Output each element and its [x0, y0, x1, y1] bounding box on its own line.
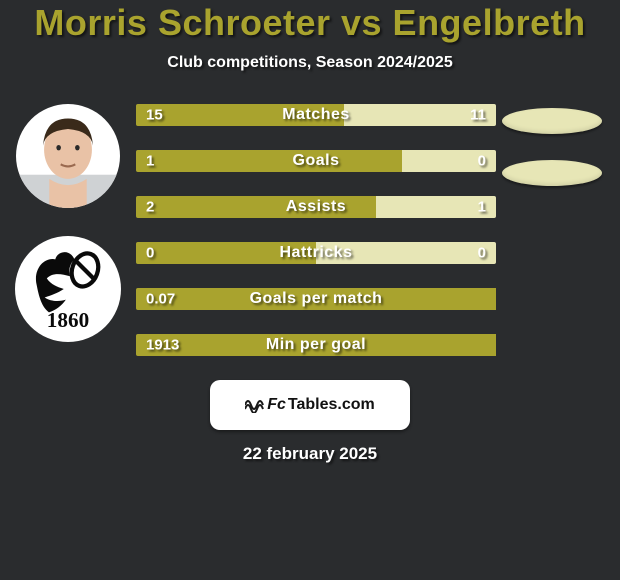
stat-bars: Matches1511 Goals10 Assists21 Hattricks00 Go…	[136, 104, 496, 356]
player-ellipse-right-2	[502, 160, 602, 186]
bar-left-fill	[136, 288, 496, 310]
bar-left-fill	[136, 242, 316, 264]
infographic-root: Morris Schroeter vs Engelbreth Club comp…	[0, 0, 620, 580]
brand-suffix: Tables.com	[288, 396, 375, 414]
bar-left-fill	[136, 150, 402, 172]
brand-logo: FcTables.com	[245, 396, 375, 414]
footer-brand-box: FcTables.com	[210, 380, 410, 430]
page-subtitle: Club competitions, Season 2024/2025	[0, 54, 620, 72]
bar-left-fill	[136, 334, 496, 356]
crest-icon: 1860	[15, 236, 121, 342]
stat-row: Assists21	[136, 196, 496, 218]
svg-text:1860: 1860	[47, 308, 89, 332]
left-column: 1860	[8, 104, 128, 342]
stat-row: Goals per match0.07	[136, 288, 496, 310]
avatar-icon	[16, 104, 120, 208]
stat-row: Hattricks00	[136, 242, 496, 264]
bar-right-fill	[316, 242, 496, 264]
right-column	[492, 108, 612, 186]
stat-row: Matches1511	[136, 104, 496, 126]
player-ellipse-right-1	[502, 108, 602, 134]
footer-date: 22 february 2025	[0, 444, 620, 464]
stat-row: Min per goal1913	[136, 334, 496, 356]
content-area: 1860 Matches1511 Goals10 Assists21 Hattrick…	[0, 104, 620, 356]
stat-row: Goals10	[136, 150, 496, 172]
page-title: Morris Schroeter vs Engelbreth	[0, 2, 620, 44]
bar-right-fill	[376, 196, 496, 218]
bar-right-fill	[344, 104, 496, 126]
club-crest-left: 1860	[15, 236, 121, 342]
wave-icon	[245, 397, 265, 413]
bar-right-fill	[402, 150, 496, 172]
player-avatar-left	[16, 104, 120, 208]
bar-left-fill	[136, 104, 344, 126]
brand-prefix: Fc	[267, 396, 286, 414]
bar-left-fill	[136, 196, 376, 218]
